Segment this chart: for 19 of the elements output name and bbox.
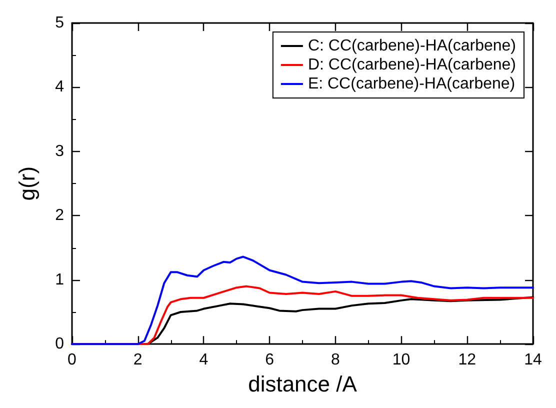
y-tick-label: 3 [55,142,64,160]
x-tick-label: 0 [68,352,77,369]
legend-label: E: CC(carbene)-HA(carbene) [308,76,516,92]
x-tick-label: 10 [392,352,410,369]
x-tick-label: 8 [330,352,340,369]
y-tick-label: 2 [55,207,64,224]
y-tick-label: 0 [55,336,64,353]
y-tick-label: 4 [55,78,64,96]
y-tick-label: 5 [55,14,64,32]
x-tick-label: 4 [199,352,208,369]
x-tick-label: 12 [458,352,476,369]
y-axis-title: g(r) [14,166,40,201]
legend-label: C: CC(carbene)-HA(carbene) [308,38,516,54]
x-axis-title: distance /A [248,372,358,396]
x-tick-label: 14 [524,352,542,369]
legend-label: D: CC(carbene)-HA(carbene) [308,56,516,74]
x-tick-label: 2 [133,352,142,369]
x-tick-label: 6 [265,352,274,369]
y-tick-label: 1 [55,271,64,288]
